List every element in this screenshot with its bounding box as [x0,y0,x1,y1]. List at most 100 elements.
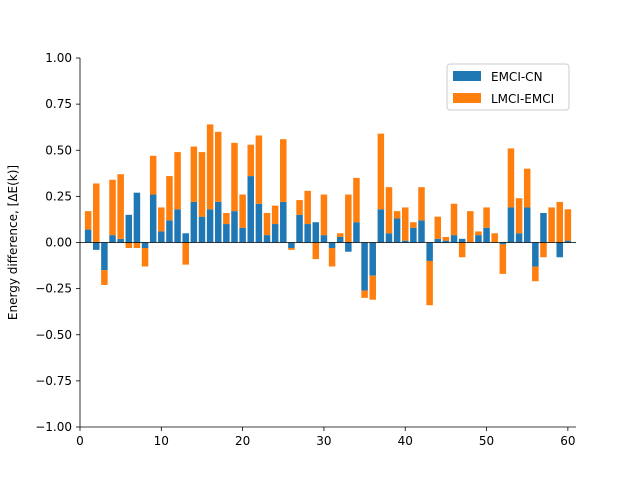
bar-emci-cn-50 [483,227,490,243]
x-tick-label: 60 [560,434,575,448]
bar-emci-cn-39 [393,218,401,243]
bar-lmci-emci-15 [198,152,206,217]
legend-label: LMCI-EMCI [491,92,554,106]
bar-lmci-emci-36 [369,275,376,300]
bar-lmci-emci-7 [133,242,141,249]
bar-lmci-emci-32 [336,233,344,237]
legend-swatch [453,93,481,103]
bar-lmci-emci-27 [296,200,303,215]
bar-lmci-emci-16 [206,124,214,210]
bar-lmci-emci-30 [320,194,328,236]
bar-emci-cn-35 [361,242,368,291]
bar-lmci-emci-28 [304,190,311,225]
bar-emci-cn-41 [410,227,417,243]
bar-emci-cn-38 [385,233,393,243]
bar-lmci-emci-11 [166,176,173,221]
bar-emci-cn-37 [377,209,385,243]
bar-emci-cn-23 [263,235,271,243]
legend-swatch [453,71,481,81]
bar-emci-cn-40 [401,240,409,243]
y-tick-label: −0.75 [35,374,72,388]
bar-emci-cn-46 [450,235,458,243]
bar-emci-cn-49 [475,235,482,243]
bar-lmci-emci-47 [458,242,466,258]
bar-lmci-emci-38 [385,187,393,234]
bar-emci-cn-31 [328,242,336,249]
bar-lmci-emci-17 [214,131,222,202]
bar-emci-cn-53 [507,207,515,243]
y-tick-label: 0.75 [45,97,72,111]
bar-emci-cn-60 [564,240,572,243]
bar-emci-cn-29 [312,222,320,243]
bar-lmci-emci-19 [231,142,238,212]
bar-emci-cn-12 [174,209,181,243]
legend-label: EMCI-CN [491,70,543,84]
bar-emci-cn-11 [166,220,173,243]
bar-lmci-emci-9 [149,155,157,195]
bar-emci-cn-8 [141,242,149,249]
bar-lmci-emci-5 [117,174,124,239]
bar-lmci-emci-40 [401,207,409,241]
bar-lmci-emci-10 [158,207,165,232]
bar-emci-cn-6 [125,214,133,243]
bar-lmci-emci-57 [540,242,547,258]
bar-emci-cn-36 [369,242,376,276]
y-tick-label: 0.50 [45,143,72,157]
legend: EMCI-CN LMCI-EMCI [446,63,570,111]
bar-lmci-emci-12 [174,152,181,210]
bar-lmci-emci-42 [418,187,425,221]
bar-emci-cn-44 [434,238,442,243]
bar-lmci-emci-51 [491,233,498,243]
bar-lmci-emci-1 [84,211,92,230]
bar-lmci-emci-2 [93,183,100,243]
bar-emci-cn-20 [239,227,246,243]
bar-emci-cn-22 [255,203,263,243]
bar-emci-cn-13 [182,233,189,243]
bar-emci-cn-4 [109,235,116,243]
bar-emci-cn-21 [247,176,255,243]
bar-lmci-emci-29 [312,242,320,260]
bar-lmci-emci-8 [141,248,149,267]
y-tick-label: −0.50 [35,328,72,342]
bar-emci-cn-2 [93,242,100,250]
bar-lmci-emci-59 [556,201,563,243]
bar-emci-cn-56 [532,242,539,267]
bar-lmci-emci-53 [507,148,515,208]
bar-lmci-emci-37 [377,133,385,210]
bar-lmci-emci-22 [255,135,263,204]
bar-emci-cn-9 [149,194,157,243]
bar-lmci-emci-43 [426,260,433,306]
bar-lmci-emci-39 [393,211,401,219]
x-ticks: 0 10 20 30 40 50 60 [76,427,576,448]
bar-lmci-emci-34 [353,177,360,223]
bar-emci-cn-34 [353,222,360,243]
bar-emci-cn-10 [158,231,165,243]
bar-lmci-emci-41 [410,222,417,228]
bar-lmci-emci-3 [101,270,108,285]
bar-emci-cn-19 [231,211,238,243]
bars-group [84,124,572,306]
bar-emci-cn-30 [320,235,328,243]
bar-lmci-emci-18 [223,212,230,225]
bar-lmci-emci-25 [280,139,287,202]
x-tick-label: 10 [154,434,169,448]
bar-lmci-emci-60 [564,209,572,241]
bar-emci-cn-25 [280,201,287,243]
bar-emci-cn-5 [117,238,124,243]
bar-lmci-emci-49 [475,231,482,236]
x-tick-label: 0 [76,434,84,448]
bar-lmci-emci-58 [548,207,555,243]
bar-emci-cn-3 [101,242,108,271]
x-tick-label: 40 [398,434,413,448]
bar-lmci-emci-23 [263,212,271,236]
y-axis-label: Energy difference, [ΔE(k)] [6,165,20,320]
bar-lmci-emci-52 [499,244,507,274]
bar-lmci-emci-26 [288,248,295,250]
bar-emci-cn-28 [304,224,311,243]
bar-emci-cn-27 [296,214,303,243]
bar-lmci-emci-13 [182,242,189,265]
bar-lmci-emci-6 [125,242,133,249]
bar-emci-cn-24 [271,224,279,243]
bar-emci-cn-26 [288,242,295,249]
bar-emci-cn-17 [214,201,222,243]
